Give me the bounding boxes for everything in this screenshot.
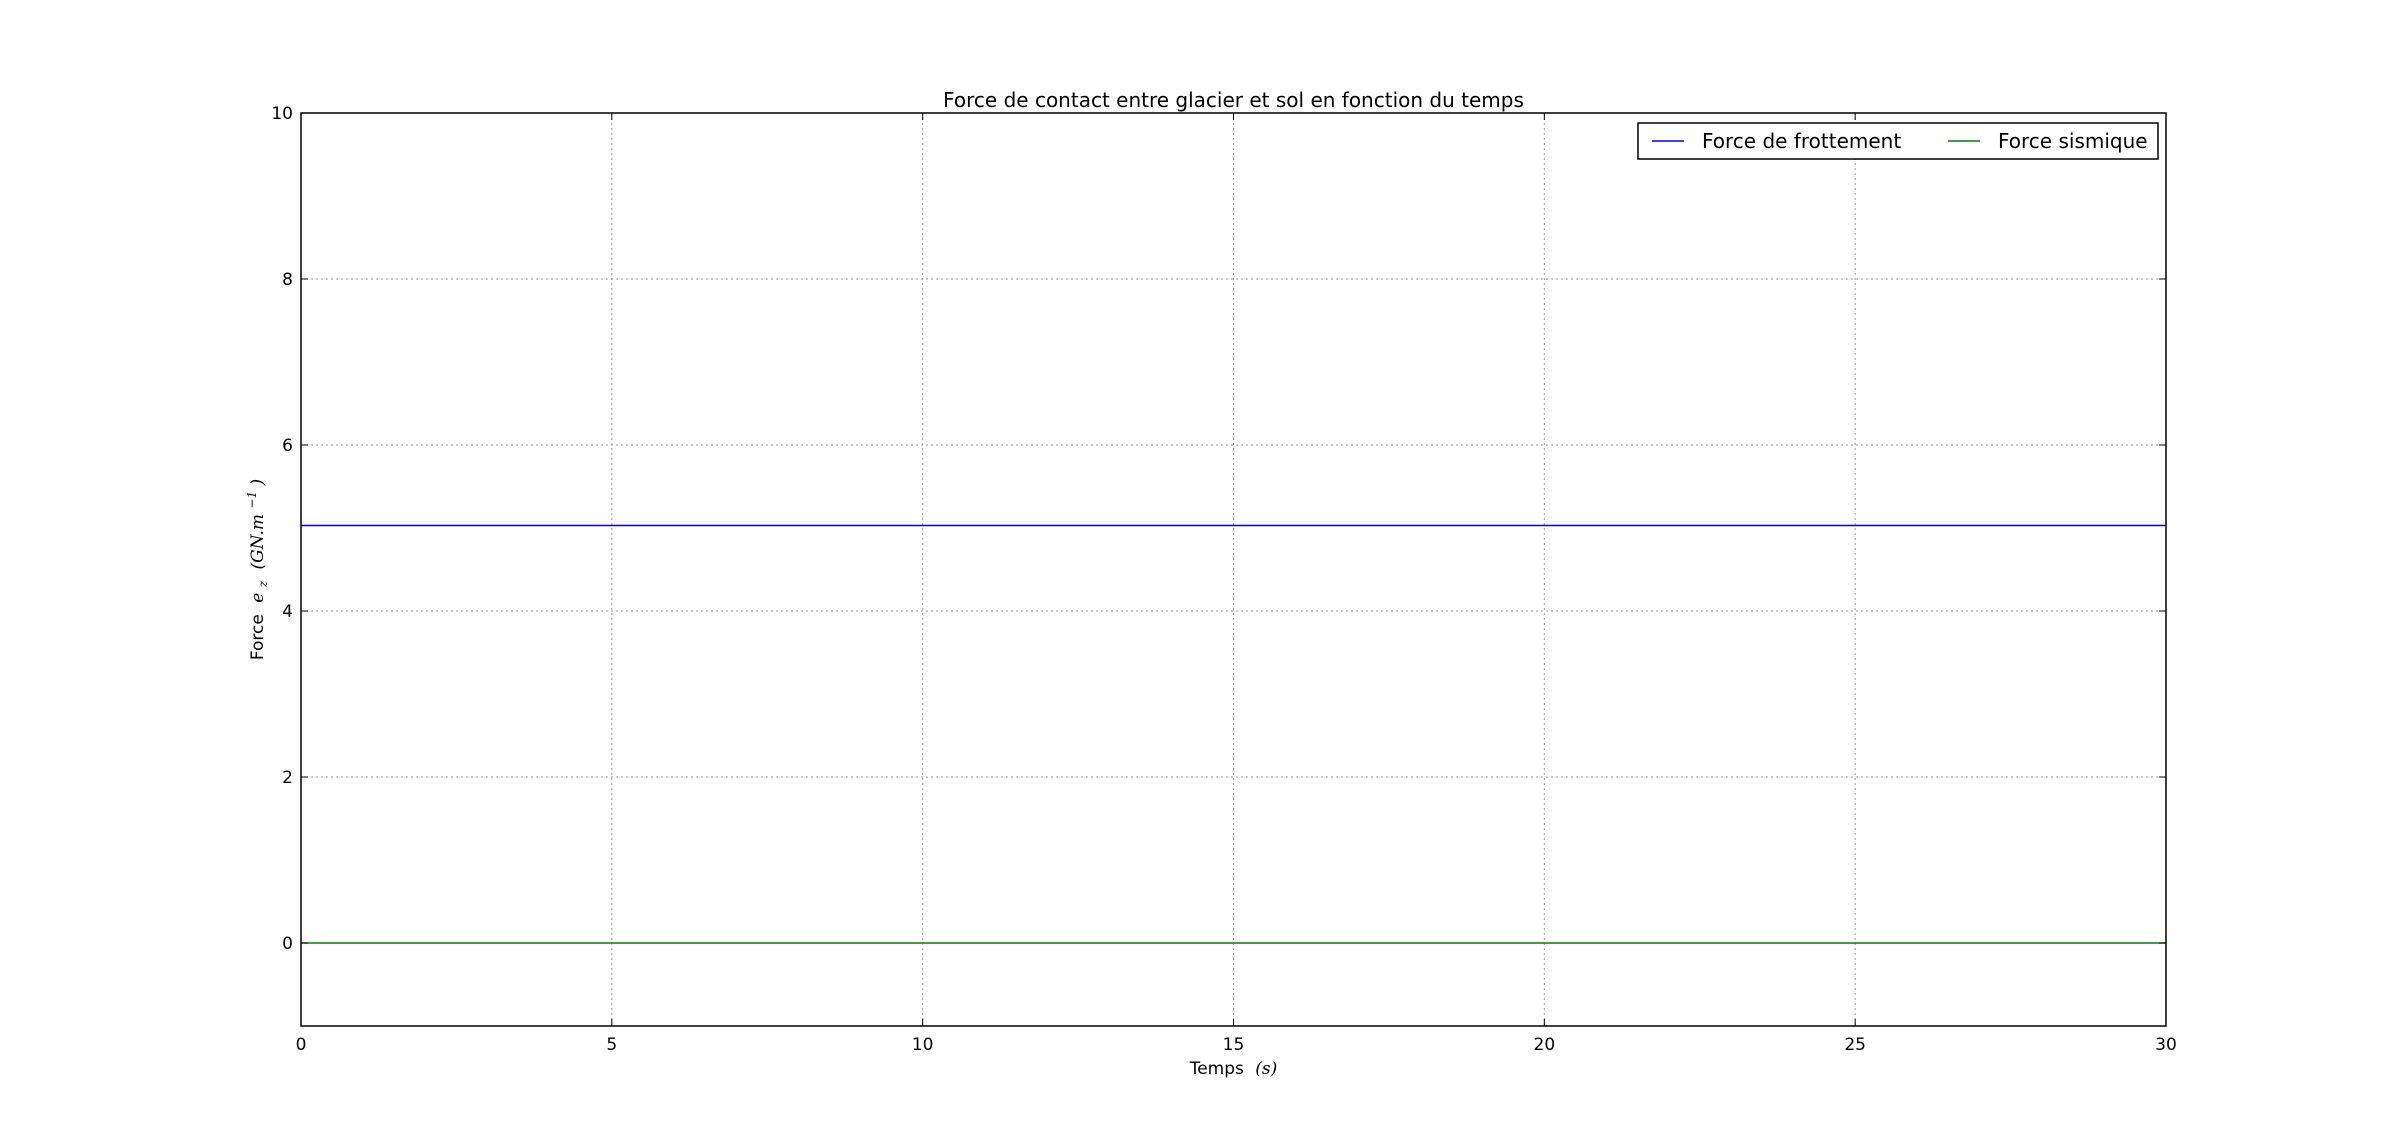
series-layer <box>301 524 2166 944</box>
x-tick-label: 30 <box>2155 1035 2177 1055</box>
x-tick-label: 15 <box>1223 1035 1245 1055</box>
x-tick-label: 20 <box>1534 1035 1556 1055</box>
y-tick-label: 6 <box>282 436 293 456</box>
chart-title: Force de contact entre glacier et sol en… <box>943 88 1524 112</box>
y-axis-label-sub: z <box>256 580 270 588</box>
x-axis-label: Temps (s) <box>1189 1059 1278 1079</box>
grid-layer <box>300 112 2167 1026</box>
y-axis-label-close: ) <box>248 479 268 487</box>
tick-layer: 0 5 10 15 20 25 30 0 2 4 6 8 10 <box>271 104 2176 1055</box>
y-tick-label: 4 <box>282 602 293 622</box>
y-tick-label: 0 <box>282 934 293 954</box>
y-axis-label: Force e z (GN.m −1 ) <box>241 479 272 660</box>
legend-box <box>1637 122 2159 160</box>
y-tick-label: 10 <box>271 104 293 124</box>
x-axis-label-unit: (s) <box>1255 1059 1277 1079</box>
x-tick-label: 25 <box>1844 1035 1866 1055</box>
x-tick-label: 0 <box>296 1035 307 1055</box>
y-tick-label: 8 <box>282 270 293 290</box>
y-axis-label-base: e <box>248 593 268 603</box>
x-axis-label-text: Temps <box>1189 1059 1244 1079</box>
legend: Force de frottement Force sismique <box>1637 122 2159 160</box>
y-tick-label: 2 <box>282 768 293 788</box>
legend-label: Force sismique <box>1998 129 2148 153</box>
x-tick-label: 10 <box>912 1035 934 1055</box>
x-tick-label: 5 <box>606 1035 617 1055</box>
y-axis-label-exp: −1 <box>245 491 259 509</box>
y-axis-label-unit: (GN.m <box>248 514 268 570</box>
y-axis-label-text: Force <box>248 614 268 660</box>
legend-label: Force de frottement <box>1702 129 1901 153</box>
